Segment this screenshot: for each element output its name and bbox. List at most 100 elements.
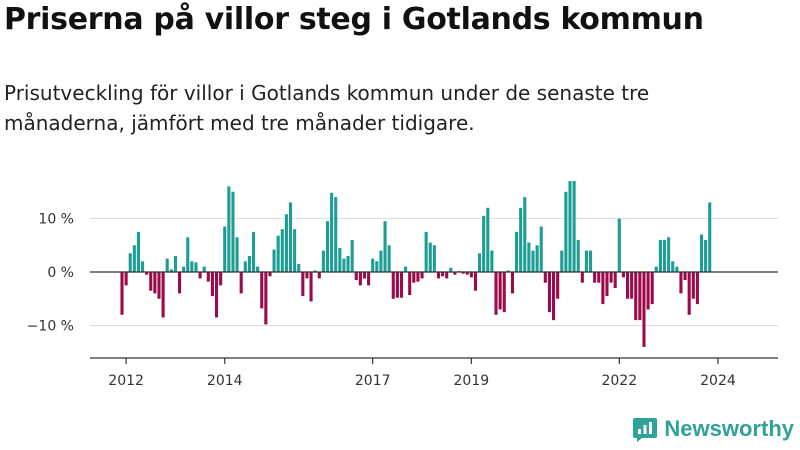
bar [362,272,367,279]
bar [412,272,416,283]
bar [325,221,330,272]
bar [531,250,535,272]
bar [145,272,149,275]
bar [490,250,494,272]
x-tick-label: 2019 [454,373,490,389]
bar [383,221,387,272]
newsworthy-brand[interactable]: Newsworthy [632,416,794,442]
bar [560,250,564,272]
bar [280,229,284,272]
bar [194,262,198,272]
bar [235,237,239,272]
bar [671,261,675,272]
bar [465,272,469,275]
bar [584,250,588,272]
bar [149,272,153,291]
bar [691,272,695,299]
bar [621,272,625,278]
bar [515,231,519,273]
bar [338,247,342,272]
bar [445,272,449,279]
bar [704,239,708,272]
bar [667,237,671,272]
bar [297,263,301,272]
bar [210,272,214,297]
bar [510,272,514,294]
bar [588,250,593,272]
bar [634,272,638,321]
bar [317,272,321,279]
bar-chart: 10 % 0 % −10 % 2012 2014 2017 2019 2022 2024 13 % [27,160,778,389]
bar [453,272,457,275]
bar [177,272,182,294]
bar [630,272,634,299]
bar [284,214,288,272]
x-tick-label: 2012 [108,373,144,389]
bar [399,272,404,298]
tick-labels: 10 % 0 % −10 % 2012 2014 2017 2019 2022 2024 13 % [27,160,761,389]
axes [90,271,778,364]
bar [436,272,441,279]
bar [576,239,580,272]
bar [404,266,408,272]
bar [256,266,260,272]
bar [153,272,157,294]
bar [617,218,621,272]
bar [169,269,173,272]
bar [375,261,379,272]
bar [379,250,383,272]
bar [132,245,136,272]
bar [128,253,132,272]
bar [387,245,391,272]
bar [642,272,646,347]
bar [461,272,465,274]
bar [391,272,395,299]
chart-title: Priserna på villor steg i Gotlands kommu… [4,2,704,37]
bar [305,272,309,279]
bar [346,255,350,272]
bar [662,239,667,272]
bar-chart-logo-icon [633,418,658,442]
bar [420,272,424,279]
bar [202,266,206,272]
bar [293,229,297,272]
bar [165,258,169,273]
bar [478,253,482,272]
bar [214,272,219,318]
bar [251,231,256,273]
bar [473,272,478,291]
bar [601,272,605,305]
bar [371,258,375,273]
bar [173,255,177,272]
bar [658,239,662,272]
bar [313,270,317,272]
bar [625,272,630,299]
bar [416,272,420,282]
bar [539,226,543,272]
bar [276,235,280,272]
bar [141,261,145,272]
bar [247,255,251,272]
bar [708,202,712,272]
bar [227,186,231,272]
bar [605,272,609,297]
x-tick-label: 2022 [601,373,637,389]
bar [408,272,412,295]
bar [288,202,293,272]
bar [239,272,243,294]
bar [679,272,683,294]
y-tick-label: 10 % [38,212,74,228]
bar [502,272,506,313]
bar [597,272,601,283]
bar [182,266,186,272]
latest-value-label: 13 % [722,160,760,164]
bar [350,239,354,272]
bar [523,197,527,272]
bar [198,272,202,279]
x-tick-label: 2017 [355,373,391,389]
bar [206,272,210,282]
bar [650,272,654,305]
bar [609,272,613,283]
bar [552,272,556,321]
bar [494,272,498,315]
